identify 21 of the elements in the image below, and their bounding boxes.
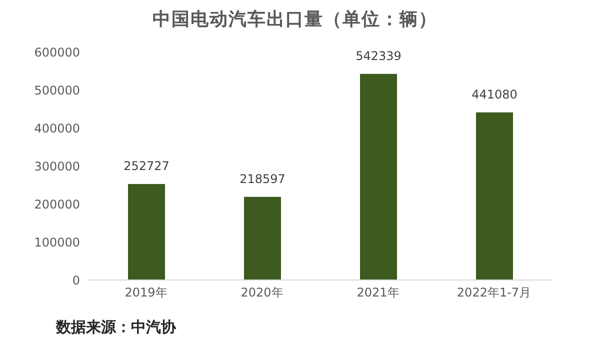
- x-tick-label: 2019年: [124, 286, 168, 300]
- y-tick-label: 0: [72, 273, 80, 288]
- bar: [360, 74, 397, 280]
- x-tick-label: 2020年: [240, 286, 284, 300]
- data-label: 542339: [356, 48, 402, 63]
- data-label: 252727: [124, 158, 170, 173]
- bar: [128, 184, 165, 280]
- y-tick-label: 400000: [34, 121, 80, 136]
- y-tick-label: 100000: [34, 235, 80, 250]
- x-tick-label: 2022年1-7月: [456, 286, 532, 300]
- source-note: 数据来源：中汽协: [56, 318, 176, 337]
- chart-title: 中国电动汽车出口量（单位：辆）: [152, 8, 438, 32]
- x-tick-label: 2021年: [356, 286, 400, 300]
- data-label: 441080: [472, 87, 518, 102]
- y-tick-label: 600000: [34, 45, 80, 60]
- y-tick-label: 300000: [34, 159, 80, 174]
- y-tick-label: 200000: [34, 197, 80, 212]
- bar: [244, 196, 281, 280]
- y-tick-label: 500000: [34, 83, 80, 98]
- bar: [476, 112, 513, 280]
- data-label: 218597: [240, 172, 286, 186]
